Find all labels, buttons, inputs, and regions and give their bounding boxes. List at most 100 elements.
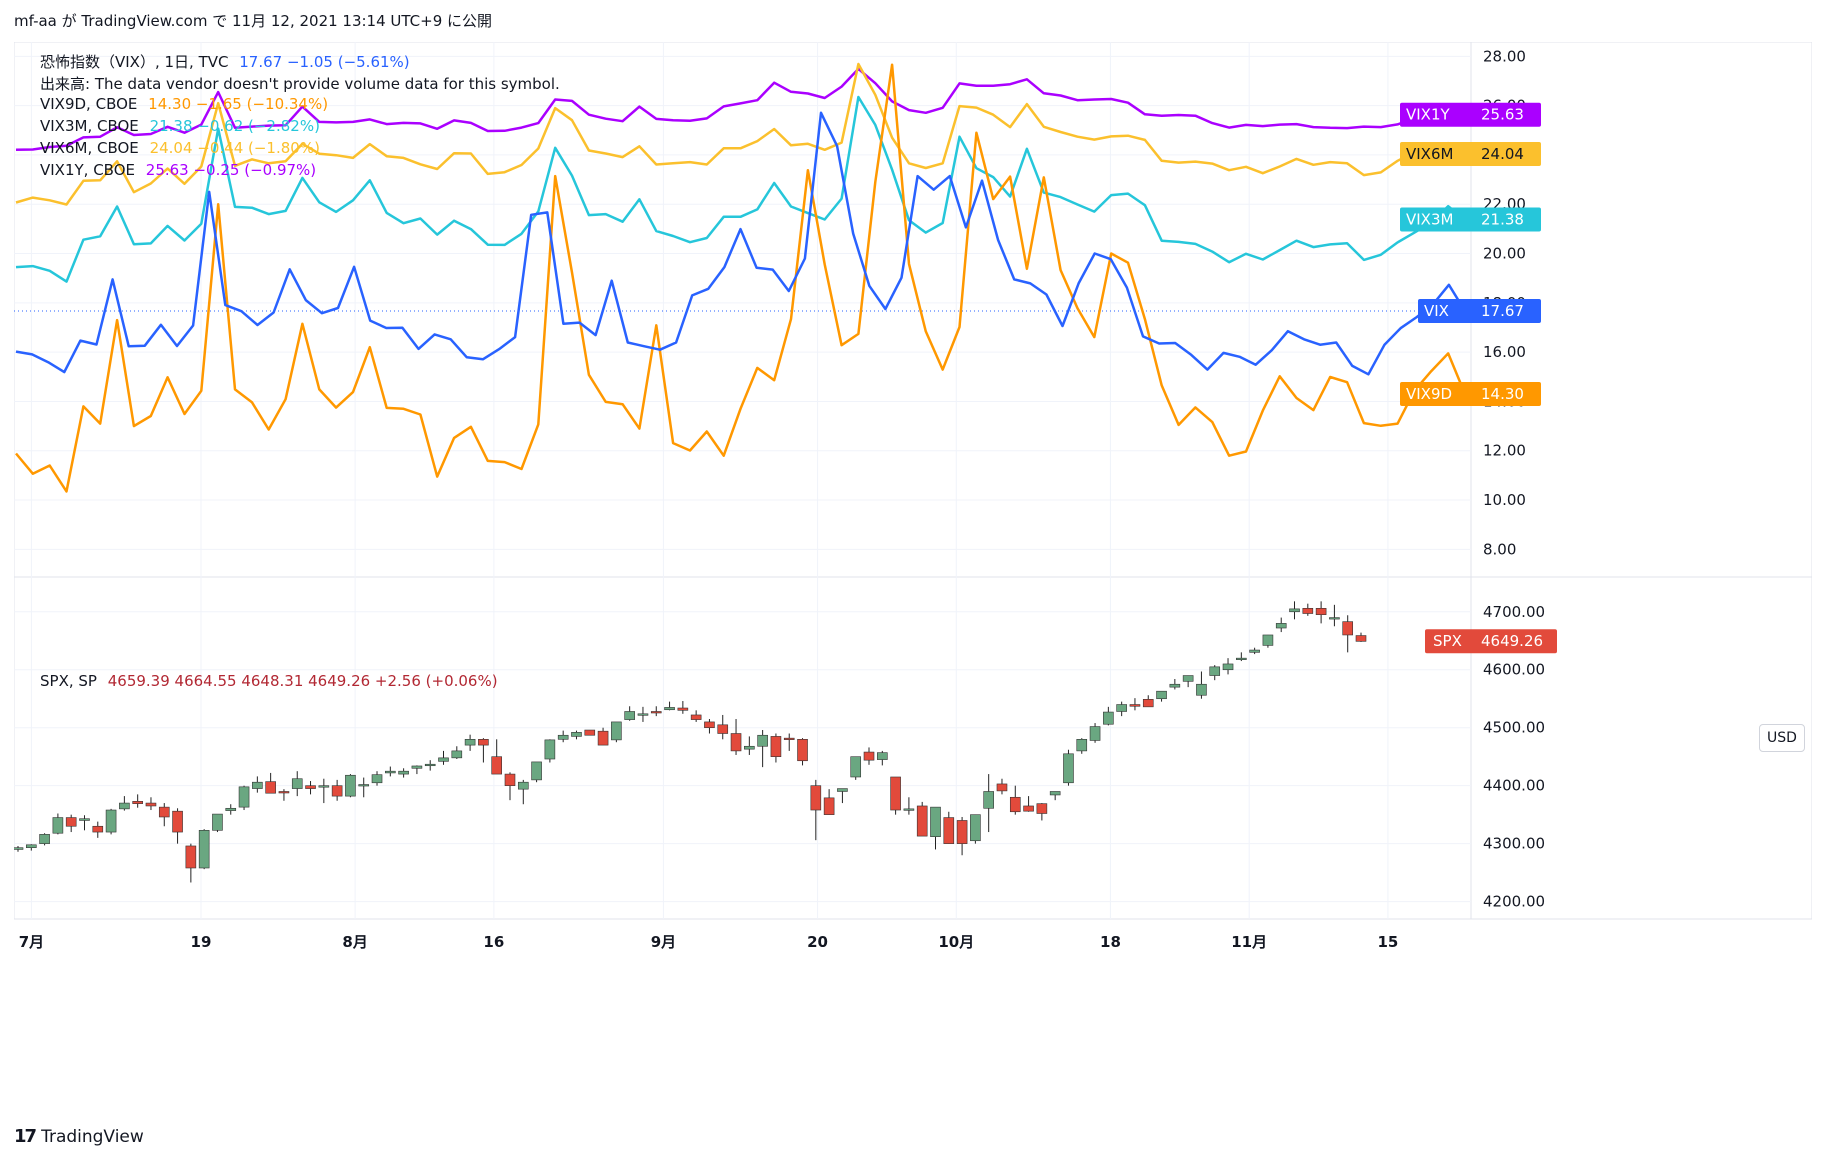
candle-body <box>265 781 276 794</box>
legend-vix9d-values: 14.30 −1.65 (−10.34%) <box>148 95 329 113</box>
candle-body <box>704 721 715 729</box>
tradingview-logo-icon: 17 <box>14 1126 37 1147</box>
last-label-value-vix9d: 14.30 <box>1481 385 1524 403</box>
candle-body <box>345 774 356 797</box>
legend-vix1y-values: 25.63 −0.25 (−0.97%) <box>145 161 317 179</box>
candle-body <box>611 721 622 741</box>
last-label-value-vix1y: 25.63 <box>1481 106 1524 124</box>
candle-body <box>198 830 210 869</box>
legend-vix3m-name: VIX3M, CBOE <box>40 117 139 135</box>
candle-body <box>451 750 463 759</box>
candle-body <box>730 733 742 752</box>
candle-body <box>238 786 250 808</box>
candle-body <box>1289 608 1300 613</box>
candle-body <box>39 834 50 844</box>
candle-body <box>305 785 316 789</box>
candle-body <box>92 825 104 833</box>
candle-body <box>863 751 875 761</box>
vix-y-tick-label: 10.00 <box>1483 491 1526 509</box>
candle-body <box>1302 608 1314 614</box>
candle-body <box>1342 621 1354 636</box>
last-label-vix9d <box>1400 382 1541 407</box>
candle-body <box>225 807 237 811</box>
candle-body <box>331 785 343 797</box>
legend-volume: 出来高: The data vendor doesn't provide vol… <box>40 73 566 94</box>
candle-body <box>1049 791 1061 796</box>
legend-vix9d-name: VIX9D, CBOE <box>40 95 138 113</box>
vix-y-tick-label: 8.00 <box>1483 540 1516 558</box>
candle-body <box>1036 803 1048 814</box>
candle-body <box>584 729 596 736</box>
candle-body <box>531 761 542 781</box>
candle-body <box>411 765 423 769</box>
last-label-name-vix: VIX <box>1424 302 1449 320</box>
last-label-name-vix6m: VIX6M <box>1406 145 1453 163</box>
candle-body <box>504 773 516 786</box>
x-tick-label: 8月 <box>342 933 367 951</box>
candle-body <box>1063 753 1074 784</box>
candle-body <box>744 745 755 750</box>
legend-vix3m: VIX3M, CBOE 21.38 −0.62 (−2.82%) <box>40 117 326 135</box>
legend-spx-name: SPX, SP <box>40 672 97 690</box>
series-line-vix1y <box>15 67 1466 152</box>
chart-area[interactable]: 8.0010.0012.0014.0016.0018.0020.0022.002… <box>14 42 1812 1128</box>
candle-body <box>318 785 330 788</box>
last-label-value-vix6m: 24.04 <box>1481 145 1524 163</box>
candle-body <box>132 801 143 804</box>
last-label-name-vix3m: VIX3M <box>1406 211 1453 229</box>
candle-body <box>1009 796 1021 813</box>
candle-body <box>717 724 729 734</box>
legend-spx-values: 4659.39 4664.55 4648.31 4649.26 +2.56 (+… <box>107 672 498 690</box>
candle-body <box>544 739 556 760</box>
candle-body <box>438 757 449 762</box>
last-label-name-vix9d: VIX9D <box>1406 385 1452 403</box>
candle-body <box>810 785 822 811</box>
legend-vix-name: 恐怖指数（VIX）, 1日, TVC <box>40 53 229 71</box>
candle-body <box>1089 726 1101 741</box>
candle-body <box>185 845 197 869</box>
candle-body <box>212 813 223 831</box>
currency-button[interactable]: USD <box>1759 724 1805 752</box>
candle-body <box>664 707 675 711</box>
candle-body <box>1222 663 1234 671</box>
candle-body <box>970 814 981 842</box>
candle-body <box>677 707 689 711</box>
spx-y-tick-label: 4300.00 <box>1483 835 1545 853</box>
chart-canvas[interactable]: 8.0010.0012.0014.0016.0018.0020.0022.002… <box>14 42 1812 1128</box>
candle-body <box>252 781 263 789</box>
candle-body <box>930 806 941 837</box>
x-tick-label: 15 <box>1377 933 1398 951</box>
publish-header: mf-aa が TradingView.com で 11月 12, 2021 1… <box>14 12 493 30</box>
legend-vix6m-name: VIX6M, CBOE <box>40 139 139 157</box>
candle-body <box>172 810 183 833</box>
spx-y-tick-label: 4700.00 <box>1483 603 1545 621</box>
candle-body <box>1103 711 1114 725</box>
candle-body <box>1355 635 1367 642</box>
x-tick-label: 16 <box>483 933 504 951</box>
candle-body <box>517 781 529 790</box>
candle-body <box>385 770 396 774</box>
candle-body <box>690 714 702 720</box>
spx-y-tick-label: 4500.00 <box>1483 719 1545 737</box>
candle-body <box>637 713 649 716</box>
candle-body <box>783 737 795 740</box>
candle-body <box>158 806 170 818</box>
candle-body <box>1329 617 1340 620</box>
last-label-vix6m <box>1400 141 1541 166</box>
candle-body <box>823 797 835 815</box>
candle-body <box>650 711 662 714</box>
candle-body <box>571 732 582 737</box>
legend-vix: 恐怖指数（VIX）, 1日, TVC 17.67 −1.05 (−5.61%) <box>40 51 416 72</box>
candle-body <box>1169 683 1181 688</box>
last-label-value-vix: 17.67 <box>1481 302 1524 320</box>
legend-vix-values: 17.67 −1.05 (−5.61%) <box>239 53 410 71</box>
candle-body <box>903 808 915 811</box>
spx-y-tick-label: 4600.00 <box>1483 661 1545 679</box>
vix-y-tick-label: 20.00 <box>1483 245 1526 263</box>
x-tick-label: 9月 <box>651 933 676 951</box>
candle-body <box>1209 666 1221 676</box>
candle-body <box>1275 623 1287 629</box>
series-line-vix <box>15 111 1467 376</box>
last-label-spx <box>1425 629 1557 654</box>
legend-vix6m-values: 24.04 −0.44 (−1.80%) <box>149 139 320 157</box>
